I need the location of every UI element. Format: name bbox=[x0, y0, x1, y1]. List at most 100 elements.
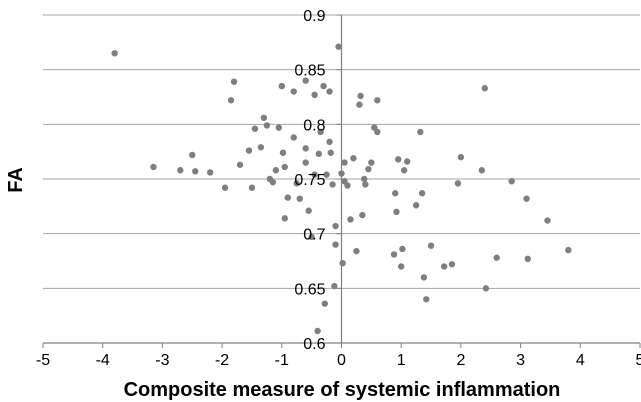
data-point bbox=[392, 190, 399, 197]
x-tick-label: -4 bbox=[96, 352, 110, 369]
data-point bbox=[395, 156, 402, 163]
data-point bbox=[245, 147, 253, 154]
data-point bbox=[236, 161, 244, 168]
data-point bbox=[248, 184, 256, 191]
x-tick-label: 5 bbox=[636, 352, 641, 369]
data-point bbox=[329, 181, 336, 188]
data-point bbox=[400, 167, 408, 174]
x-tick-label: -2 bbox=[215, 352, 229, 369]
x-tick-label: -3 bbox=[155, 352, 169, 369]
y-tick-label: 0.75 bbox=[294, 172, 325, 189]
data-point bbox=[423, 296, 430, 303]
data-point bbox=[418, 190, 426, 197]
data-point bbox=[230, 78, 238, 85]
data-point bbox=[420, 274, 428, 281]
data-point bbox=[427, 242, 435, 249]
data-point bbox=[524, 255, 531, 263]
axes bbox=[42, 14, 641, 348]
data-point bbox=[302, 77, 309, 84]
x-tick-label: 3 bbox=[516, 352, 525, 369]
data-point bbox=[544, 217, 551, 224]
data-point bbox=[263, 122, 271, 129]
data-point bbox=[365, 165, 372, 173]
data-point bbox=[279, 149, 287, 156]
data-point bbox=[399, 245, 406, 253]
data-point bbox=[290, 88, 297, 95]
data-point bbox=[314, 327, 321, 335]
y-tick-label: 0.6 bbox=[303, 336, 325, 353]
data-point bbox=[412, 202, 420, 209]
data-point bbox=[311, 171, 318, 178]
data-point bbox=[353, 247, 360, 255]
data-point bbox=[339, 259, 346, 267]
data-point bbox=[257, 144, 265, 151]
data-point bbox=[150, 163, 157, 171]
data-point bbox=[332, 222, 339, 230]
data-point bbox=[457, 153, 465, 161]
y-tick-label: 0.7 bbox=[303, 227, 325, 244]
x-tick-label: 0 bbox=[337, 352, 346, 369]
data-point bbox=[327, 149, 334, 156]
y-tick-label: 0.9 bbox=[303, 8, 325, 25]
data-point bbox=[332, 241, 339, 248]
data-point bbox=[374, 97, 381, 104]
data-point bbox=[269, 179, 277, 186]
data-point bbox=[189, 151, 196, 159]
data-point bbox=[362, 181, 369, 188]
data-point bbox=[482, 285, 490, 292]
data-point bbox=[315, 150, 323, 158]
data-point bbox=[448, 261, 456, 268]
data-point bbox=[206, 169, 214, 176]
data-point bbox=[272, 167, 280, 174]
data-point bbox=[350, 155, 357, 162]
data-point bbox=[326, 88, 333, 95]
data-point bbox=[111, 50, 118, 57]
data-point bbox=[317, 128, 324, 136]
data-point bbox=[398, 263, 405, 270]
data-point bbox=[390, 251, 398, 258]
data-point bbox=[360, 175, 368, 183]
data-point bbox=[440, 263, 448, 270]
data-point bbox=[278, 82, 285, 90]
data-point bbox=[192, 168, 199, 175]
data-point bbox=[374, 128, 381, 136]
x-tick-label: 1 bbox=[397, 352, 406, 369]
data-point bbox=[281, 163, 288, 171]
data-point bbox=[347, 216, 354, 223]
data-point bbox=[481, 85, 488, 92]
data-point bbox=[311, 91, 318, 99]
data-point bbox=[454, 180, 462, 187]
data-point bbox=[221, 184, 229, 191]
data-point bbox=[357, 92, 364, 100]
data-point bbox=[308, 233, 315, 241]
data-point bbox=[338, 170, 345, 177]
data-point bbox=[302, 145, 309, 152]
data-point bbox=[281, 215, 288, 222]
x-tick-label: -5 bbox=[36, 352, 50, 369]
x-tick-label: 2 bbox=[456, 352, 465, 369]
data-point bbox=[523, 195, 530, 202]
data-point bbox=[478, 167, 485, 174]
data-point bbox=[359, 211, 366, 219]
data-point bbox=[284, 194, 291, 201]
data-point bbox=[403, 158, 411, 165]
x-tick-label: 4 bbox=[576, 352, 585, 369]
data-point bbox=[335, 43, 342, 50]
data-point bbox=[293, 180, 300, 187]
data-point bbox=[393, 208, 400, 215]
data-point bbox=[305, 207, 312, 214]
data-point bbox=[321, 300, 328, 307]
data-point bbox=[368, 159, 375, 166]
y-tick-label: 0.8 bbox=[303, 117, 325, 134]
data-point bbox=[356, 101, 363, 108]
data-point bbox=[251, 125, 259, 132]
data-point bbox=[260, 114, 268, 121]
data-point bbox=[320, 82, 327, 90]
data-point bbox=[302, 159, 309, 166]
data-points bbox=[111, 43, 572, 335]
x-tick-label: -1 bbox=[275, 352, 289, 369]
tick-labels: -5 -4 -3 -2 -1 0 1 2 3 4 5 0.6 0.65 0.7 0.75 0.8 0.85 0.9 bbox=[36, 8, 641, 369]
data-point bbox=[275, 124, 283, 131]
